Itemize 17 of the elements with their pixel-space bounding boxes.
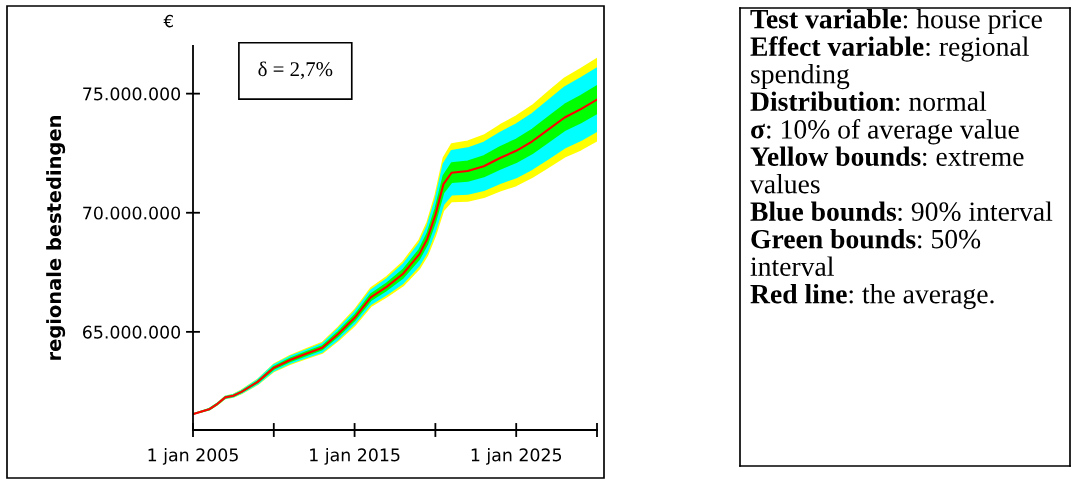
text: Distribution: normal [750, 91, 987, 112]
text: € [163, 14, 173, 28]
y-tick-label: 75.000.000 [83, 87, 181, 101]
text: Green bounds: 50% interval [750, 229, 981, 276]
x-tick-label: 1 jan 2025 [471, 448, 562, 465]
text: σ: 10% of average value [751, 119, 1019, 145]
text: Effect variable: regional spending [750, 36, 1029, 90]
x-tick-label: 1 jan 2005 [148, 448, 238, 465]
annotation: δ = 2,7% [258, 61, 333, 80]
text: Yellow bounds: extreme values [750, 146, 1024, 194]
y-tick-label: 65.000.000 [83, 325, 181, 339]
text: Blue bounds: 90% interval [750, 201, 1053, 222]
x-tick-label: 1 jan 2015 [310, 448, 400, 465]
text: Test variable: house price [750, 9, 1042, 35]
y-tick-label: 70.000.000 [83, 206, 181, 220]
text: Red line: the average. [750, 284, 994, 310]
y-axis-title: regionale bestedingen [46, 116, 66, 360]
